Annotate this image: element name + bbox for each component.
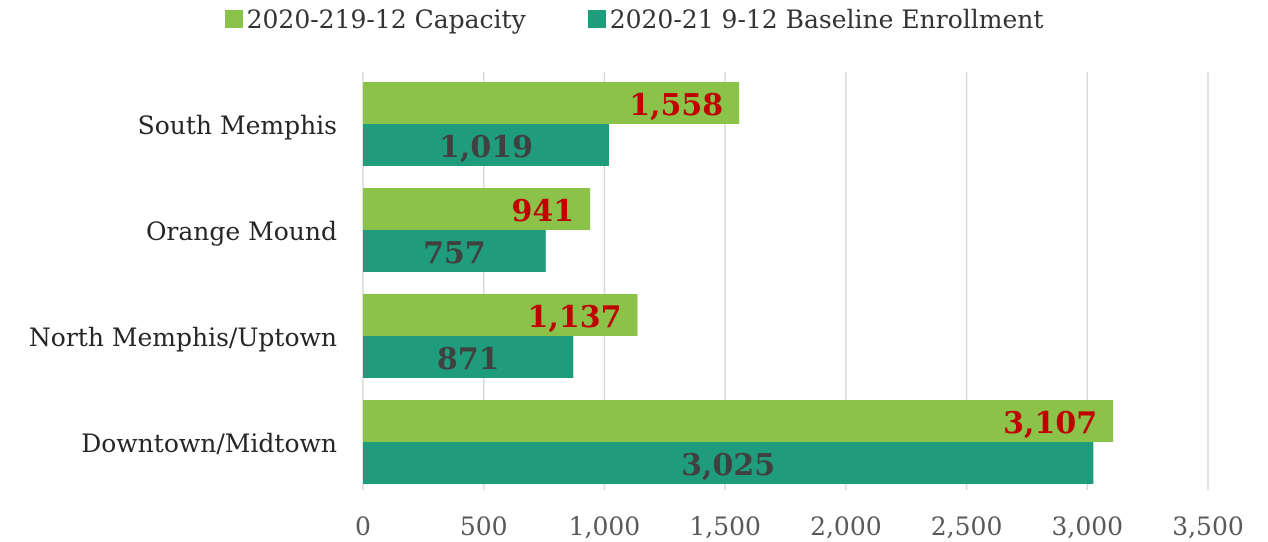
- data-label: 3,025: [681, 448, 775, 483]
- category-label: North Memphis/Uptown: [29, 323, 337, 352]
- legend-swatch-enrollment: [587, 10, 606, 28]
- legend-item-capacity: 2020-219-12 Capacity: [224, 4, 526, 34]
- data-label: 1,558: [629, 88, 723, 123]
- x-tick-label: 0: [355, 512, 371, 541]
- bar: [363, 124, 610, 166]
- data-label: 1,137: [528, 300, 622, 335]
- data-label: 871: [437, 342, 500, 377]
- x-tick-label: 500: [460, 512, 508, 541]
- bar: [363, 230, 546, 272]
- data-label: 941: [512, 194, 575, 229]
- bar: [363, 336, 574, 378]
- bar: [363, 294, 638, 336]
- x-tick-label: 2,500: [931, 512, 1003, 541]
- category-label: Orange Mound: [146, 217, 337, 246]
- bar: [363, 400, 1114, 442]
- legend-label-enrollment: 2020-21 9-12 Baseline Enrollment: [609, 4, 1044, 34]
- legend-item-enrollment: 2020-21 9-12 Baseline Enrollment: [587, 4, 1044, 34]
- category-label: South Memphis: [138, 111, 337, 140]
- data-label: 3,107: [1003, 406, 1097, 441]
- x-tick-label: 1,000: [569, 512, 641, 541]
- x-tick-label: 3,000: [1051, 512, 1123, 541]
- x-tick-label: 2,000: [810, 512, 882, 541]
- chart-legend: 2020-219-12 Capacity 2020-21 9-12 Baseli…: [0, 4, 1268, 34]
- bar: [363, 442, 1094, 484]
- x-tick-label: 3,500: [1172, 512, 1244, 541]
- legend-swatch-capacity: [224, 10, 243, 28]
- legend-label-capacity: 2020-219-12 Capacity: [246, 4, 526, 34]
- data-label: 757: [423, 236, 486, 271]
- data-label: 1,019: [439, 130, 533, 165]
- bar: [363, 188, 591, 230]
- x-tick-label: 1,500: [689, 512, 761, 541]
- bar: [363, 82, 740, 124]
- category-label: Downtown/Midtown: [81, 429, 337, 458]
